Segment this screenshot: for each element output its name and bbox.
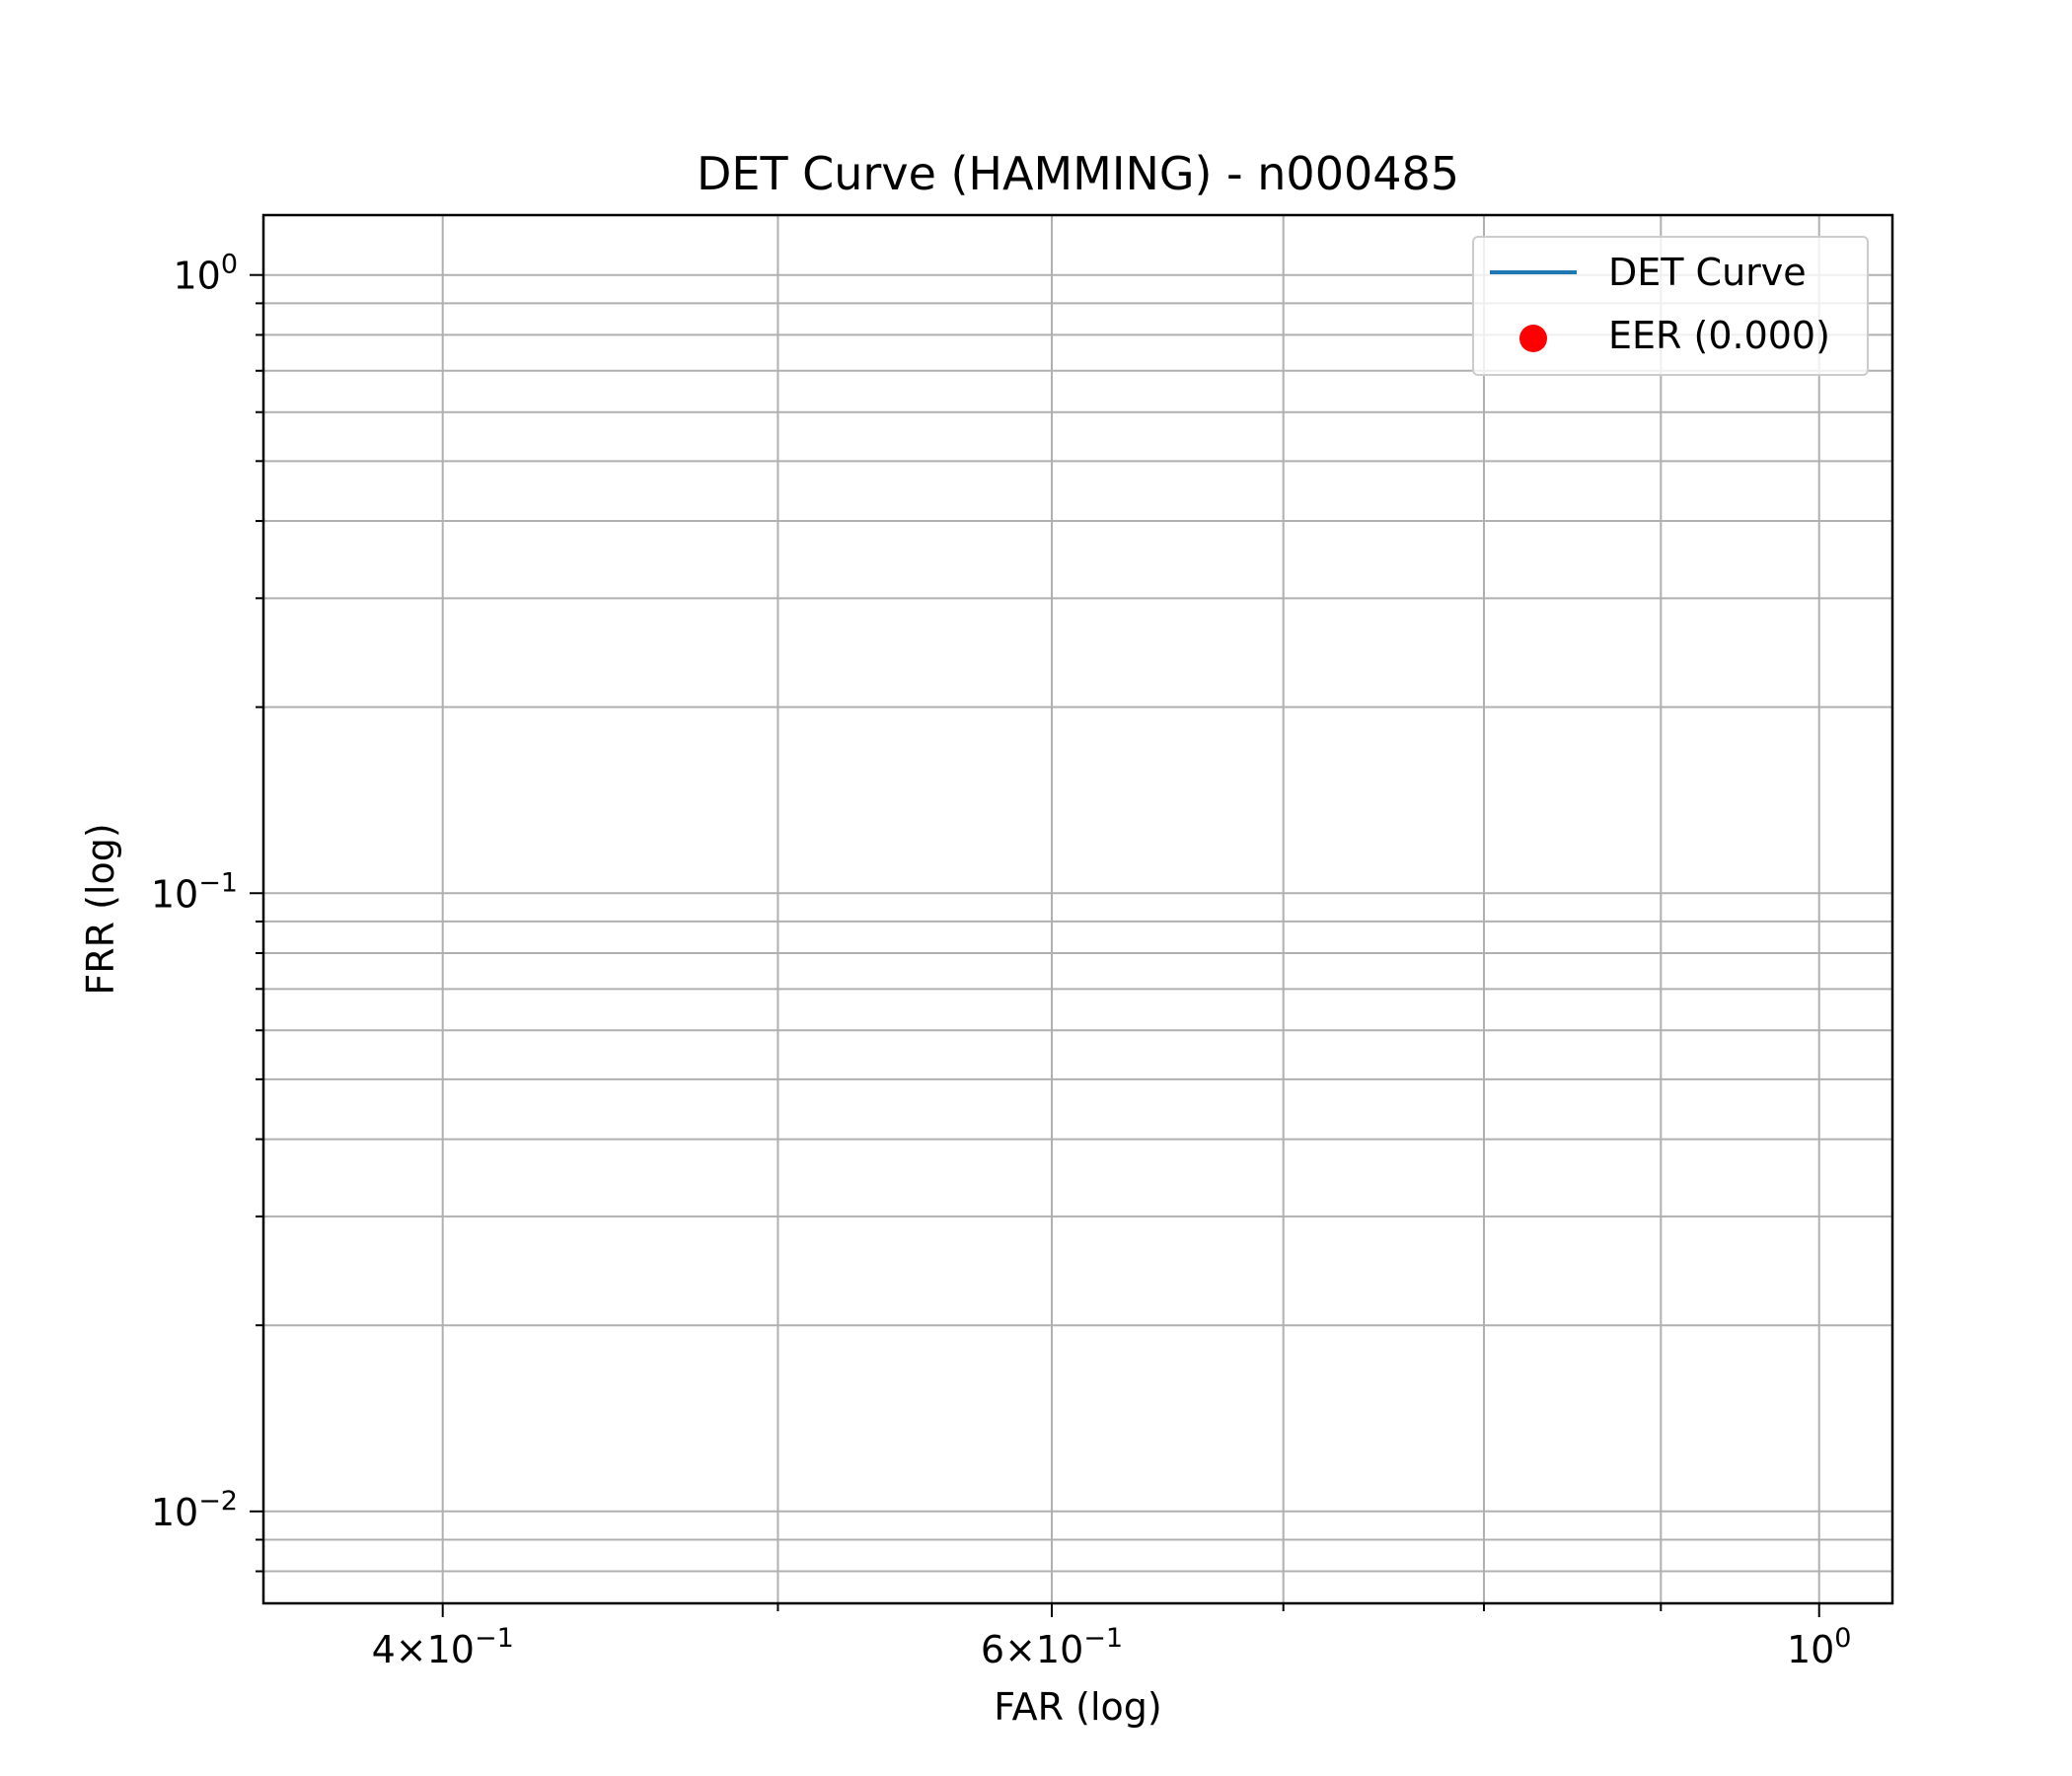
grid-layer <box>263 215 1892 1603</box>
x-axis-label: FAR (log) <box>994 1685 1161 1729</box>
legend-eer-label: EER (0.000) <box>1608 314 1830 357</box>
x-tick-label: 100 <box>1787 1623 1852 1671</box>
plot-frame <box>261 213 1894 1605</box>
y-tick-label: 100 <box>173 250 238 298</box>
chart-title: DET Curve (HAMMING) - n000485 <box>697 147 1459 200</box>
y-tick-label: 10−2 <box>151 1486 238 1534</box>
y-axis-label: FRR (log) <box>79 823 122 995</box>
legend-eer-swatch <box>1519 325 1547 352</box>
ticks-layer: 4×10−1 6×10−1 100 100 10−1 10−2 <box>151 250 1852 1671</box>
x-tick-label: 4×10−1 <box>372 1623 514 1671</box>
y-tick-label: 10−1 <box>151 867 238 916</box>
legend-det-curve-label: DET Curve <box>1608 251 1807 294</box>
x-tick-label: 6×10−1 <box>981 1623 1123 1671</box>
legend: DET Curve EER (0.000) <box>1472 236 1869 376</box>
